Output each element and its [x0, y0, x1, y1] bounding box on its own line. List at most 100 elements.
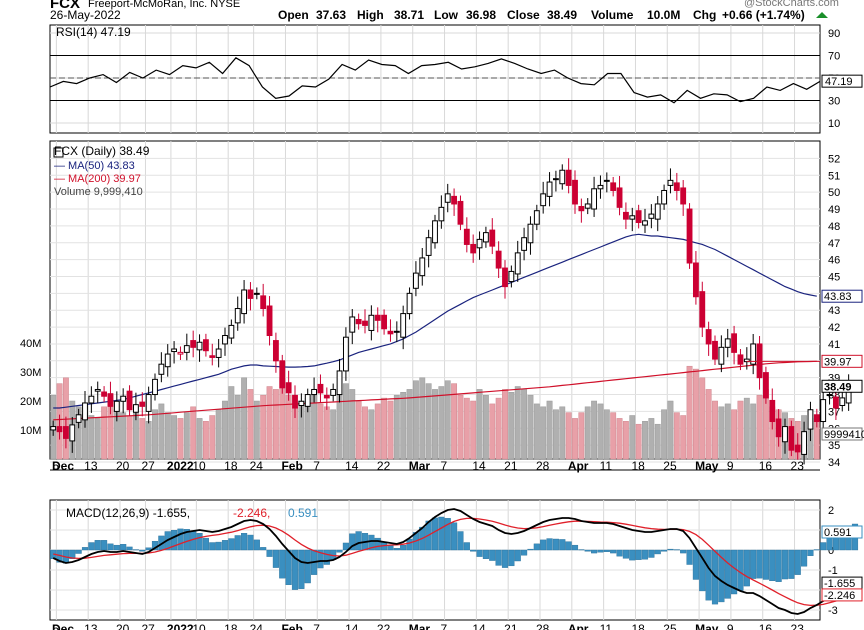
macd-histogram-bar [451, 522, 458, 551]
macd-histogram-bar [756, 549, 763, 579]
signal-current-tag-box [821, 588, 863, 602]
x-axis-label-bottom: 23 [791, 622, 805, 630]
x-axis-label: 13 [84, 459, 98, 473]
candle-body [661, 189, 668, 205]
volume-bar [667, 400, 674, 460]
x-axis-label: 28 [536, 459, 550, 473]
macd-histogram-bar [546, 538, 553, 551]
volume-bar [527, 394, 534, 460]
volume-bar [317, 403, 324, 460]
macd-histogram-bar [336, 549, 343, 553]
volume-current-tag: 9999410 [824, 429, 864, 441]
candle-body [457, 200, 464, 225]
macd-histogram-bar [126, 546, 133, 551]
macd-histogram-bar [489, 549, 496, 561]
candle-body [298, 400, 305, 407]
macd-histogram-bar [298, 549, 305, 589]
macd-histogram-bar [101, 540, 108, 551]
high-label: High [357, 8, 384, 22]
volume-bar [718, 406, 725, 460]
x-axis-label-bottom: 21 [504, 622, 518, 630]
candle-body [597, 184, 604, 190]
volume-bar [673, 412, 680, 460]
volume-bar [381, 397, 388, 460]
candle-body [788, 426, 795, 451]
macd-histogram-bar [648, 549, 655, 558]
candle-body [654, 203, 661, 220]
macd-histogram-bar [807, 549, 814, 556]
candle-body [266, 305, 273, 337]
x-axis-label-bottom: 28 [536, 622, 550, 630]
ma200-line [53, 360, 817, 421]
candle-body [241, 289, 248, 315]
macd-histogram-bar [610, 549, 617, 554]
close-value: 38.49 [547, 8, 577, 22]
volume-bar [572, 418, 578, 460]
candle-body [731, 333, 738, 353]
volume-bar [330, 409, 337, 460]
candle-body [101, 391, 108, 397]
volume-bar [521, 389, 528, 460]
volume-bar [190, 406, 197, 460]
volume-bar [546, 400, 553, 460]
volume-bar [349, 389, 356, 460]
candle-body [279, 360, 286, 389]
volume-bar [648, 418, 655, 460]
x-axis-label: Dec [52, 459, 74, 473]
x-axis-label: 21 [504, 459, 518, 473]
volume-bar [374, 403, 381, 460]
x-axis-label-bottom: 18 [631, 622, 645, 630]
macd-histogram-bar [272, 549, 279, 568]
rsi-panel-frame [49, 24, 821, 134]
volume-bar [502, 389, 508, 460]
volume-bar [495, 397, 502, 460]
candle-body [572, 179, 578, 205]
volume-bar [94, 418, 101, 460]
candle-body [718, 346, 725, 365]
candle-body [502, 267, 508, 288]
macd-histogram-bar [304, 549, 311, 584]
macd-histogram-bar [495, 549, 502, 566]
macd-histogram-bar [718, 549, 725, 603]
x-axis-label: 14 [472, 459, 486, 473]
macd-histogram-bar [234, 535, 241, 551]
x-axis-label-bottom: 14 [472, 622, 486, 630]
macd-histogram-bar [209, 542, 216, 551]
volume-bar [642, 421, 648, 460]
volume-bar [164, 412, 171, 460]
macd-histogram-bar [540, 539, 547, 551]
macd-histogram-bar [291, 549, 299, 590]
macd-histogram-bar [552, 538, 559, 551]
volume-bar [705, 389, 712, 460]
macd-histogram-bar [622, 549, 629, 559]
candle-body [419, 257, 426, 277]
macd-histogram-bar [406, 538, 413, 551]
candle-body [642, 220, 648, 226]
candle-body [387, 330, 394, 335]
rsi-tick: 90 [828, 28, 840, 40]
volume-bar [712, 400, 718, 460]
volume-bar [756, 394, 763, 460]
macd-histogram-bar [457, 531, 464, 551]
candle-body [476, 238, 483, 249]
candle-body [444, 193, 451, 203]
volume-bar [387, 400, 394, 460]
x-axis-label-bottom: 20 [116, 622, 130, 630]
candle-body [215, 348, 222, 358]
macd-histogram-bar [527, 548, 534, 551]
volume-bar [253, 400, 260, 460]
volume-bar [489, 403, 496, 460]
macd-signal-line [53, 517, 856, 607]
x-axis-label-bottom: 16 [759, 622, 773, 630]
candle-body [209, 355, 216, 358]
macd-histogram-bar [641, 549, 649, 560]
macd-histogram-bar [342, 542, 349, 551]
macd-histogram-bar [266, 549, 273, 557]
volume-bar [209, 415, 216, 460]
x-axis-label: 11 [600, 459, 613, 473]
macd-histogram-bar [775, 549, 782, 582]
date-label: 26-May-2022 [50, 8, 121, 22]
macd-histogram-bar [820, 542, 827, 551]
price-tick: 48 [828, 221, 840, 233]
candle-body [794, 444, 801, 453]
